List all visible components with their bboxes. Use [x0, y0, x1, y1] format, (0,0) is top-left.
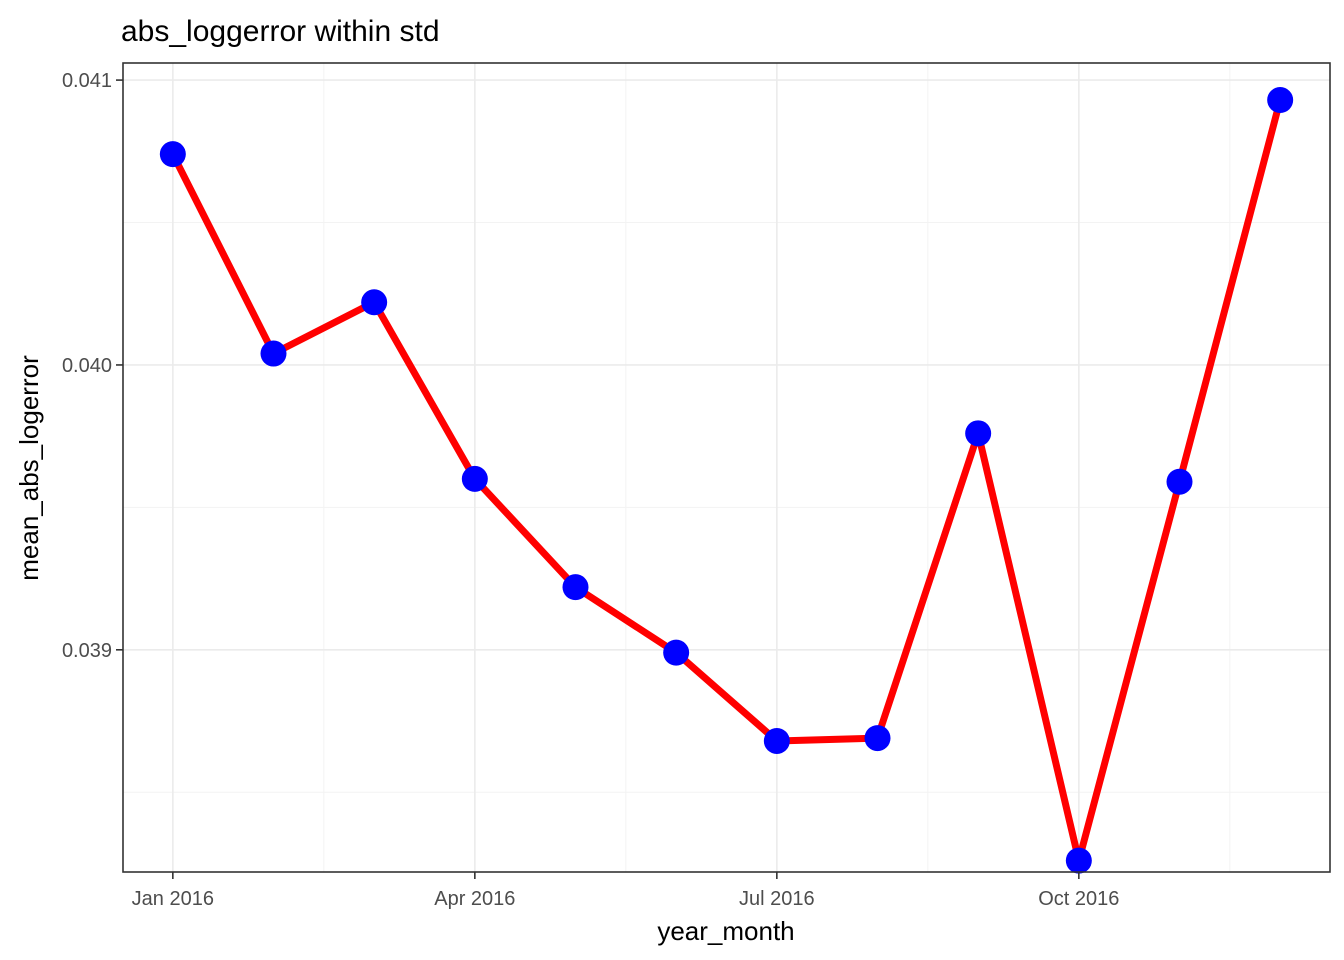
series-lines [169, 96, 1284, 865]
data-point [1166, 468, 1193, 495]
grid-lines [123, 63, 1330, 872]
y-axis-title: mean_abs_logerror [14, 355, 44, 581]
data-point [763, 727, 790, 754]
y-tick-label: 0.039 [62, 640, 112, 662]
series-line-segment [773, 734, 882, 745]
series-line-segment [571, 583, 680, 657]
data-point [159, 141, 186, 168]
series-points [159, 87, 1294, 874]
y-tick-label: 0.040 [62, 355, 112, 377]
series-line-segment [672, 649, 781, 745]
data-point [965, 420, 992, 447]
data-point [562, 574, 589, 601]
series-line-segment [370, 298, 479, 483]
x-tick-label: Jul 2016 [739, 888, 815, 910]
series-line-segment [269, 298, 378, 358]
data-point [461, 465, 488, 492]
series-line-segment [1176, 96, 1284, 486]
series-line-segment [874, 429, 982, 742]
x-tick-label: Apr 2016 [434, 888, 515, 910]
data-point [864, 725, 891, 752]
axes: Jan 2016 Apr 2016 Jul 2016 Oct 2016 0.039 0.0… [62, 70, 1119, 910]
data-point [1267, 87, 1294, 114]
series-line-segment [974, 429, 1083, 865]
series-line-segment [471, 475, 579, 591]
data-point [361, 289, 388, 316]
series-line-segment [169, 150, 277, 358]
series-line-segment [1075, 478, 1184, 865]
x-tick-label: Jan 2016 [132, 888, 214, 910]
x-tick-label: Oct 2016 [1038, 888, 1119, 910]
data-point [260, 340, 287, 367]
x-axis-title: year_month [657, 916, 794, 946]
data-point [1065, 847, 1092, 874]
y-tick-label: 0.041 [62, 70, 112, 92]
data-point [663, 639, 690, 666]
panel-border [122, 62, 1331, 873]
chart-title: abs_loggerror within std [121, 15, 440, 48]
